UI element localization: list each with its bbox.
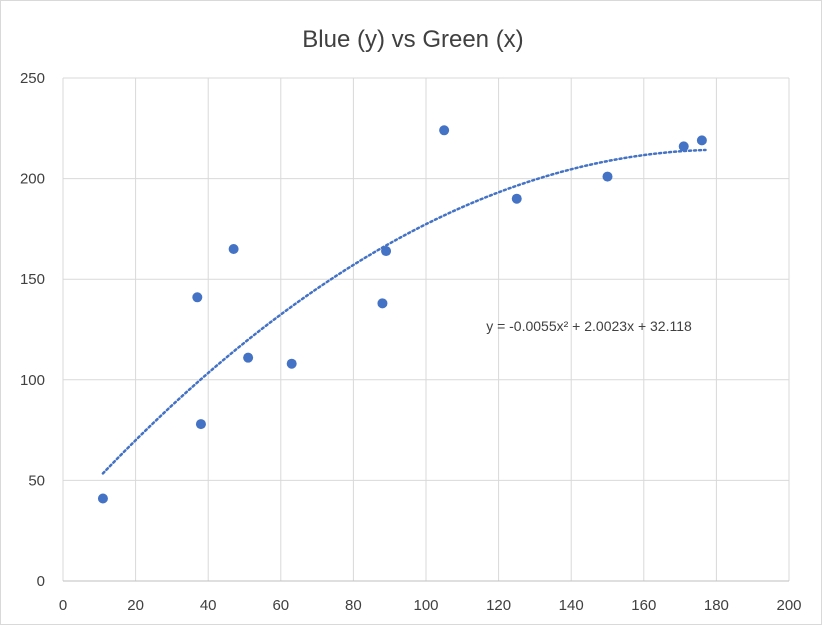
gridlines [62, 77, 790, 582]
data-point [439, 125, 450, 136]
data-point [377, 298, 388, 309]
data-point [602, 171, 613, 182]
y-tick-label: 0 [37, 573, 45, 590]
data-point [511, 193, 522, 204]
y-tick-label: 150 [20, 271, 45, 288]
data-points [97, 125, 707, 504]
data-point [195, 419, 206, 430]
y-tick-label: 100 [20, 372, 45, 389]
data-point [381, 246, 392, 257]
data-point [192, 292, 203, 303]
x-tick-label: 80 [345, 597, 362, 614]
x-tick-label: 120 [486, 597, 511, 614]
data-point [97, 493, 108, 504]
data-point [696, 135, 707, 146]
trendline-equation: y = -0.0055x² + 2.0023x + 32.118 [486, 318, 692, 334]
x-tick-label: 60 [272, 597, 289, 614]
y-tick-label: 200 [20, 171, 45, 188]
data-point [243, 352, 254, 363]
chart-title: Blue (y) vs Green (x) [302, 26, 523, 53]
data-point [286, 358, 297, 369]
x-tick-label: 160 [631, 597, 656, 614]
x-tick-label: 200 [776, 597, 801, 614]
trendline-path [101, 148, 707, 475]
data-point [228, 244, 239, 255]
trendline [101, 148, 707, 475]
y-tick-label: 250 [20, 70, 45, 87]
x-tick-label: 0 [59, 597, 67, 614]
x-tick-label: 180 [704, 597, 729, 614]
x-tick-label: 20 [127, 597, 144, 614]
x-tick-label: 140 [559, 597, 584, 614]
y-tick-label: 50 [28, 472, 45, 489]
data-point [678, 141, 689, 152]
x-tick-label: 100 [413, 597, 438, 614]
x-tick-label: 40 [200, 597, 217, 614]
tick-labels: 0 20 40 60 80 100 120 140 160 180 200 0 50 100 150 200 2… [20, 70, 802, 614]
